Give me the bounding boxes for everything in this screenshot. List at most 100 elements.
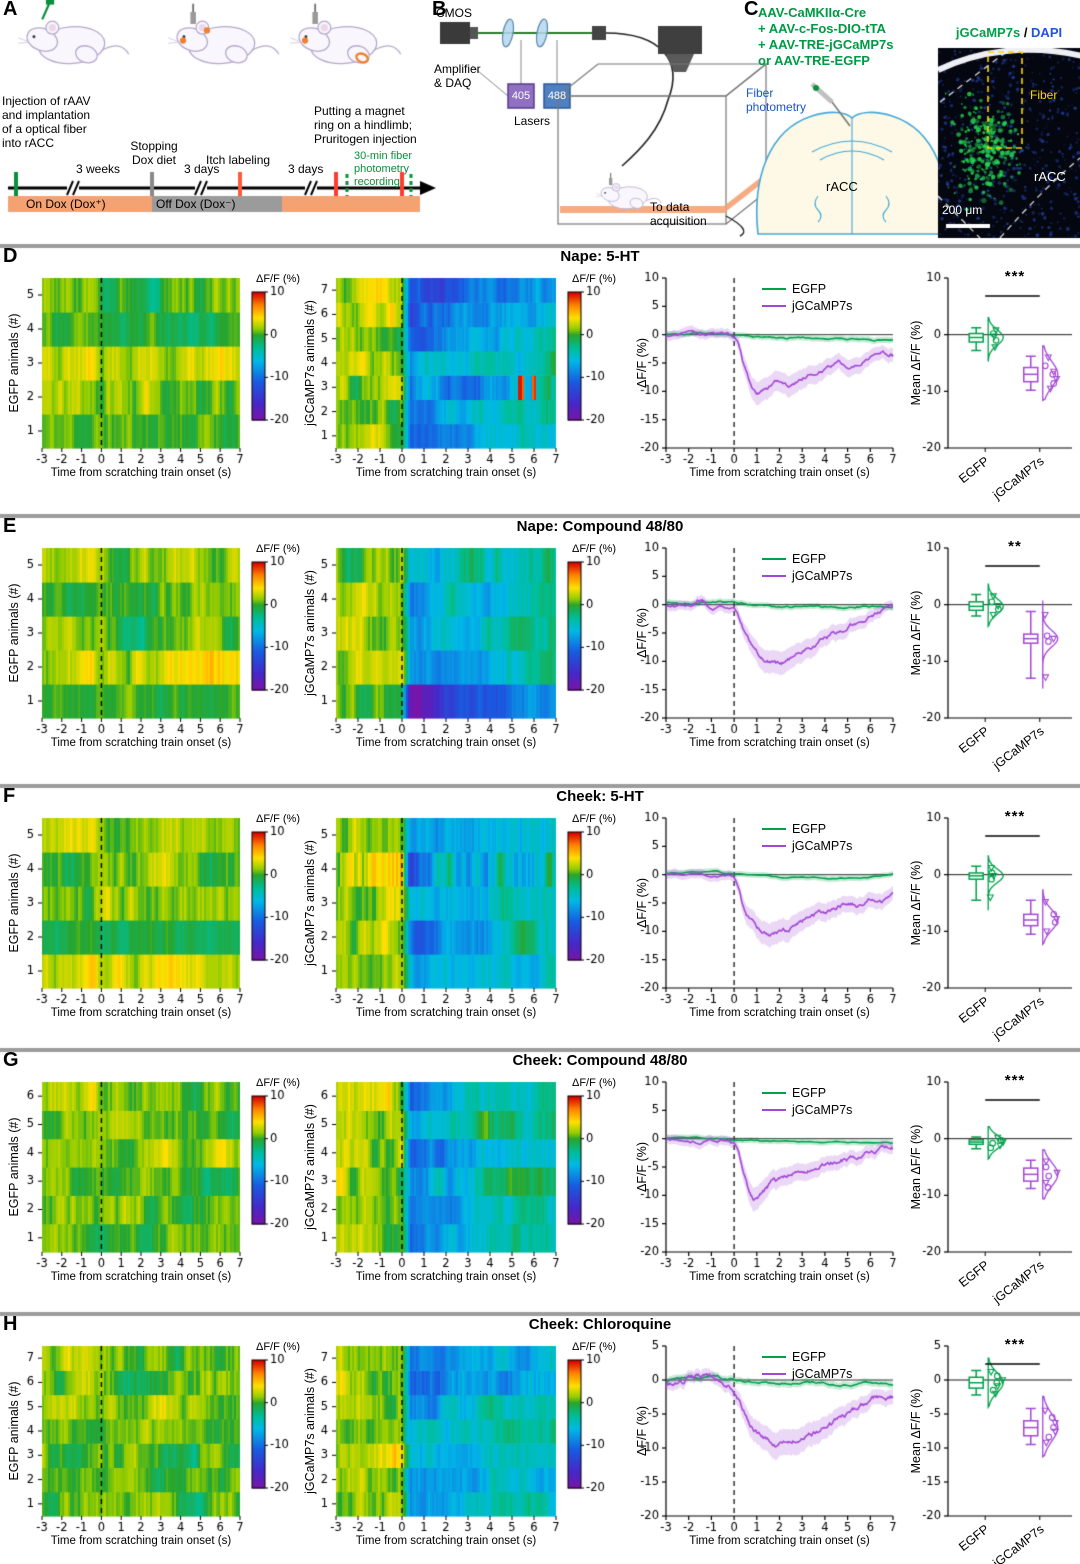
colorbar-title: ΔF/F (%) (571, 813, 616, 825)
timeline-3-days-a: 3 days (184, 162, 220, 176)
image-racc-label: rACC (1034, 169, 1066, 184)
lineplot-xlabel: Time from scratching train onset (s) (689, 1271, 870, 1283)
colorbar-title: ΔF/F (%) (255, 1077, 300, 1089)
egfp-legend-label: EGFP (792, 821, 827, 836)
cmos-label: CMOS (436, 6, 472, 20)
fiber-photometry-label: Fiber photometry (746, 86, 807, 114)
itch-labeling-text: Itch labeling (206, 153, 271, 167)
scale-bar-label: 200 μm (942, 203, 983, 217)
panel-letter-h: H (3, 1313, 18, 1335)
jgcamp7s-legend-label: jGCaMP7s (792, 1102, 853, 1117)
laser-405-label: 405 (511, 90, 531, 102)
jgcamp7s-legend-label: jGCaMP7s (792, 568, 853, 583)
timeline-3-weeks: 3 weeks (76, 162, 121, 176)
lineplot-xlabel: Time from scratching train onset (s) (689, 1535, 870, 1547)
egfp-legend-line (762, 1091, 786, 1094)
colorbar-title: ΔF/F (%) (255, 813, 300, 825)
violin-ylabel: Mean ΔF/F (%) (909, 590, 923, 676)
row-title: Cheek: Chloroquine (528, 1316, 672, 1333)
lasers-label: Lasers (514, 114, 551, 128)
egfp-legend-label: EGFP (792, 1349, 827, 1364)
significance-stars: *** (1004, 1072, 1026, 1089)
jgcamp-heatmap-ylabel: jGCaMP7s animals (#) (303, 1104, 317, 1230)
heatmap-xlabel: Time from scratching train onset (s) (50, 1271, 232, 1283)
jgcamp7s-legend-line (762, 1108, 786, 1111)
panel-letter-a: A (3, 0, 18, 20)
row-title: Nape: Compound 48/80 (516, 518, 684, 535)
jgcamp-heatmap-ylabel: jGCaMP7s animals (#) (303, 840, 317, 966)
jgcamp7s-legend-label: jGCaMP7s (792, 298, 853, 313)
jgcamp-heatmap-ylabel: jGCaMP7s animals (#) (303, 300, 317, 426)
heatmap-xlabel: Time from scratching train onset (s) (355, 1535, 537, 1547)
on-dox-label: On Dox (Dox⁺) (26, 197, 106, 211)
significance-stars: *** (1004, 1336, 1026, 1353)
to-data-acquisition-label: To data acquisition (650, 200, 707, 228)
egfp-heatmap-ylabel: EGFP animals (#) (7, 853, 21, 953)
violin-ylabel: Mean ΔF/F (%) (909, 860, 923, 946)
fiber-label: Fiber (1030, 88, 1058, 102)
panel-letter-f: F (3, 785, 16, 807)
jgcamp7s-legend-line (762, 574, 786, 577)
racc-label: rACC (826, 179, 858, 194)
panel-letter-c: C (744, 0, 759, 20)
jgcamp7s-legend-line (762, 844, 786, 847)
jgcamp7s-legend-label: jGCaMP7s (792, 838, 853, 853)
heatmap-xlabel: Time from scratching train onset (s) (355, 1007, 537, 1019)
colorbar-title: ΔF/F (%) (571, 1077, 616, 1089)
line-legend: EGFP jGCaMP7s (762, 820, 852, 854)
heatmap-xlabel: Time from scratching train onset (s) (50, 1007, 232, 1019)
significance-stars: *** (1004, 268, 1026, 285)
lineplot-ylabel: ΔF/F (%) (635, 607, 649, 659)
jgcamp7s-legend-line (762, 1372, 786, 1375)
aav-construct-text: AAV-CaMKIIα-Cre + AAV-c-Fos-DIO-tTA + AA… (758, 5, 894, 68)
image-title: jGCaMP7s / DAPI (938, 26, 1080, 40)
lineplot-xlabel: Time from scratching train onset (s) (689, 737, 870, 749)
heatmap-xlabel: Time from scratching train onset (s) (50, 737, 232, 749)
laser-488-label: 488 (547, 90, 567, 102)
colorbar-title: ΔF/F (%) (571, 1341, 616, 1353)
row-title: Cheek: 5-HT (556, 788, 644, 805)
egfp-legend-label: EGFP (792, 1085, 827, 1100)
violin-ylabel: Mean ΔF/F (%) (909, 1388, 923, 1474)
line-legend: EGFP jGCaMP7s (762, 1348, 852, 1382)
egfp-legend-line (762, 557, 786, 560)
colorbar-title: ΔF/F (%) (571, 273, 616, 285)
row-title: Cheek: Compound 48/80 (512, 1052, 688, 1069)
line-legend: EGFP jGCaMP7s (762, 280, 852, 314)
line-legend: EGFP jGCaMP7s (762, 1084, 852, 1118)
heatmap-xlabel: Time from scratching train onset (s) (50, 467, 232, 479)
heatmap-xlabel: Time from scratching train onset (s) (355, 1271, 537, 1283)
egfp-legend-line (762, 1355, 786, 1358)
jgcamp7s-legend-line (762, 304, 786, 307)
lineplot-ylabel: ΔF/F (%) (635, 877, 649, 929)
amplifier-daq-label: Amplifier & DAQ (434, 62, 481, 90)
lineplot-ylabel: ΔF/F (%) (635, 1405, 649, 1457)
lineplot-xlabel: Time from scratching train onset (s) (689, 467, 870, 479)
recording-text: 30-min fiber photometry recording (354, 150, 413, 188)
jgcamp-heatmap-ylabel: jGCaMP7s animals (#) (303, 1368, 317, 1494)
line-legend: EGFP jGCaMP7s (762, 550, 852, 584)
heatmap-xlabel: Time from scratching train onset (s) (355, 737, 537, 749)
colorbar-title: ΔF/F (%) (571, 543, 616, 555)
heatmap-xlabel: Time from scratching train onset (s) (50, 1535, 232, 1547)
jgcamp7s-legend-label: jGCaMP7s (792, 1366, 853, 1381)
magnet-ring-text: Putting a magnet ring on a hindlimb; Pru… (314, 104, 417, 146)
panel-letter-d: D (3, 245, 18, 267)
jgcamp-heatmap-ylabel: jGCaMP7s animals (#) (303, 570, 317, 696)
egfp-heatmap-ylabel: EGFP animals (#) (7, 313, 21, 413)
panel-letter-e: E (3, 515, 17, 537)
egfp-legend-label: EGFP (792, 281, 827, 296)
heatmap-xlabel: Time from scratching train onset (s) (355, 467, 537, 479)
injection-text: Injection of rAAV and implantation of a … (2, 94, 91, 150)
significance-stars: ** (1008, 538, 1022, 555)
image-title-separator: / (1020, 25, 1032, 40)
colorbar-title: ΔF/F (%) (255, 1341, 300, 1353)
timeline-3-days-b: 3 days (288, 162, 324, 176)
violin-ylabel: Mean ΔF/F (%) (909, 1124, 923, 1210)
lineplot-xlabel: Time from scratching train onset (s) (689, 1007, 870, 1019)
panel-letter-b: B (432, 0, 447, 20)
egfp-heatmap-ylabel: EGFP animals (#) (7, 583, 21, 683)
egfp-legend-line (762, 827, 786, 830)
